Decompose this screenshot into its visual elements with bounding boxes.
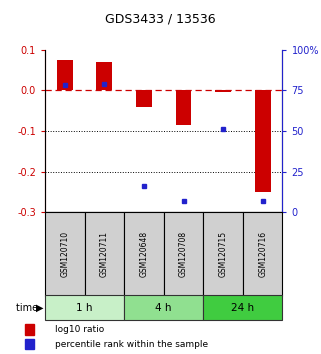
Text: GSM120711: GSM120711 — [100, 231, 109, 277]
Bar — [124, 212, 164, 296]
Text: GSM120716: GSM120716 — [258, 231, 267, 277]
Bar — [255, 90, 271, 192]
Text: GSM120648: GSM120648 — [139, 231, 148, 277]
Bar — [45, 212, 84, 296]
Bar — [57, 60, 73, 90]
Bar — [243, 212, 282, 296]
Text: 4 h: 4 h — [155, 303, 172, 313]
Bar — [25, 324, 34, 335]
Text: GSM120708: GSM120708 — [179, 231, 188, 277]
Bar — [176, 90, 191, 125]
Bar — [124, 295, 203, 320]
Bar — [203, 212, 243, 296]
Bar — [25, 339, 34, 349]
Bar — [45, 295, 124, 320]
Bar — [203, 295, 282, 320]
Bar — [96, 62, 112, 90]
Text: GDS3433 / 13536: GDS3433 / 13536 — [105, 12, 216, 25]
Text: 1 h: 1 h — [76, 303, 93, 313]
Text: log10 ratio: log10 ratio — [55, 325, 104, 334]
Text: time: time — [16, 303, 42, 313]
Text: 24 h: 24 h — [231, 303, 255, 313]
Text: percentile rank within the sample: percentile rank within the sample — [55, 339, 208, 349]
Text: GSM120710: GSM120710 — [60, 231, 69, 277]
Bar — [164, 212, 203, 296]
Bar — [84, 212, 124, 296]
Bar — [136, 90, 152, 107]
Text: GSM120715: GSM120715 — [219, 231, 228, 277]
Bar — [215, 90, 231, 92]
Text: ▶: ▶ — [36, 303, 43, 313]
